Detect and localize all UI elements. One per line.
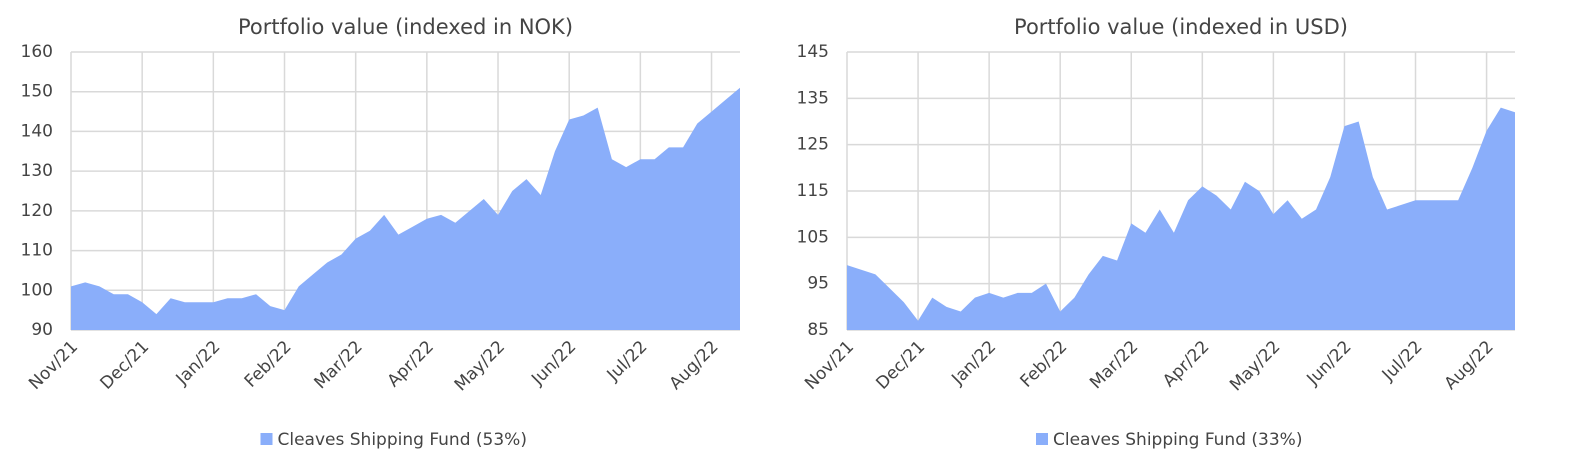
y-tick-label: 140 bbox=[21, 121, 53, 141]
x-tick-label: Aug/22 bbox=[666, 337, 723, 394]
chart-title: Portfolio value (indexed in NOK) bbox=[238, 15, 573, 39]
y-tick-label: 145 bbox=[797, 42, 829, 62]
y-tick-label: 160 bbox=[21, 42, 53, 62]
x-tick-label: Jul/22 bbox=[603, 337, 652, 386]
x-tick-label: Dec/21 bbox=[96, 337, 153, 394]
y-tick-label: 95 bbox=[807, 274, 829, 294]
x-tick-label: May/22 bbox=[1226, 337, 1284, 395]
y-tick-label: 100 bbox=[21, 280, 53, 300]
y-tick-label: 110 bbox=[21, 241, 53, 261]
chart-title: Portfolio value (indexed in USD) bbox=[1014, 15, 1348, 39]
x-tick-label: Apr/22 bbox=[384, 337, 438, 391]
area bbox=[847, 107, 1515, 330]
x-tick-label: Feb/22 bbox=[241, 337, 296, 392]
x-tick-label: Mar/22 bbox=[311, 337, 367, 393]
y-tick-label: 85 bbox=[807, 320, 829, 340]
x-tick-label: Nov/21 bbox=[25, 337, 82, 394]
x-tick-label: Feb/22 bbox=[1016, 337, 1071, 392]
x-tick-label: May/22 bbox=[451, 337, 509, 395]
x-tick-label: Nov/21 bbox=[801, 337, 858, 394]
y-tick-label: 135 bbox=[797, 88, 829, 108]
y-tick-label: 90 bbox=[31, 320, 53, 340]
x-tick-label: Mar/22 bbox=[1086, 337, 1142, 393]
y-tick-label: 130 bbox=[21, 161, 53, 181]
legend-swatch bbox=[260, 433, 273, 445]
legend-swatch bbox=[1036, 433, 1048, 445]
x-tick-label: Jun/22 bbox=[527, 337, 580, 390]
x-tick-label: Jul/22 bbox=[1378, 337, 1427, 386]
x-tick-label: Jan/22 bbox=[172, 337, 225, 390]
y-tick-label: 125 bbox=[797, 135, 829, 155]
y-tick-label: 150 bbox=[21, 82, 53, 102]
y-tick-label: 105 bbox=[797, 227, 829, 247]
x-tick-label: Jun/22 bbox=[1303, 337, 1356, 390]
x-tick-label: Aug/22 bbox=[1441, 337, 1498, 394]
area bbox=[71, 87, 740, 330]
legend-label: Cleaves Shipping Fund (33%) bbox=[1053, 430, 1302, 450]
x-tick-label: Jan/22 bbox=[947, 337, 1000, 390]
x-tick-label: Dec/21 bbox=[872, 337, 929, 394]
y-tick-label: 120 bbox=[21, 201, 53, 221]
x-tick-label: Apr/22 bbox=[1159, 337, 1213, 391]
legend-label: Cleaves Shipping Fund (53%) bbox=[278, 430, 527, 450]
y-tick-label: 115 bbox=[797, 181, 829, 201]
